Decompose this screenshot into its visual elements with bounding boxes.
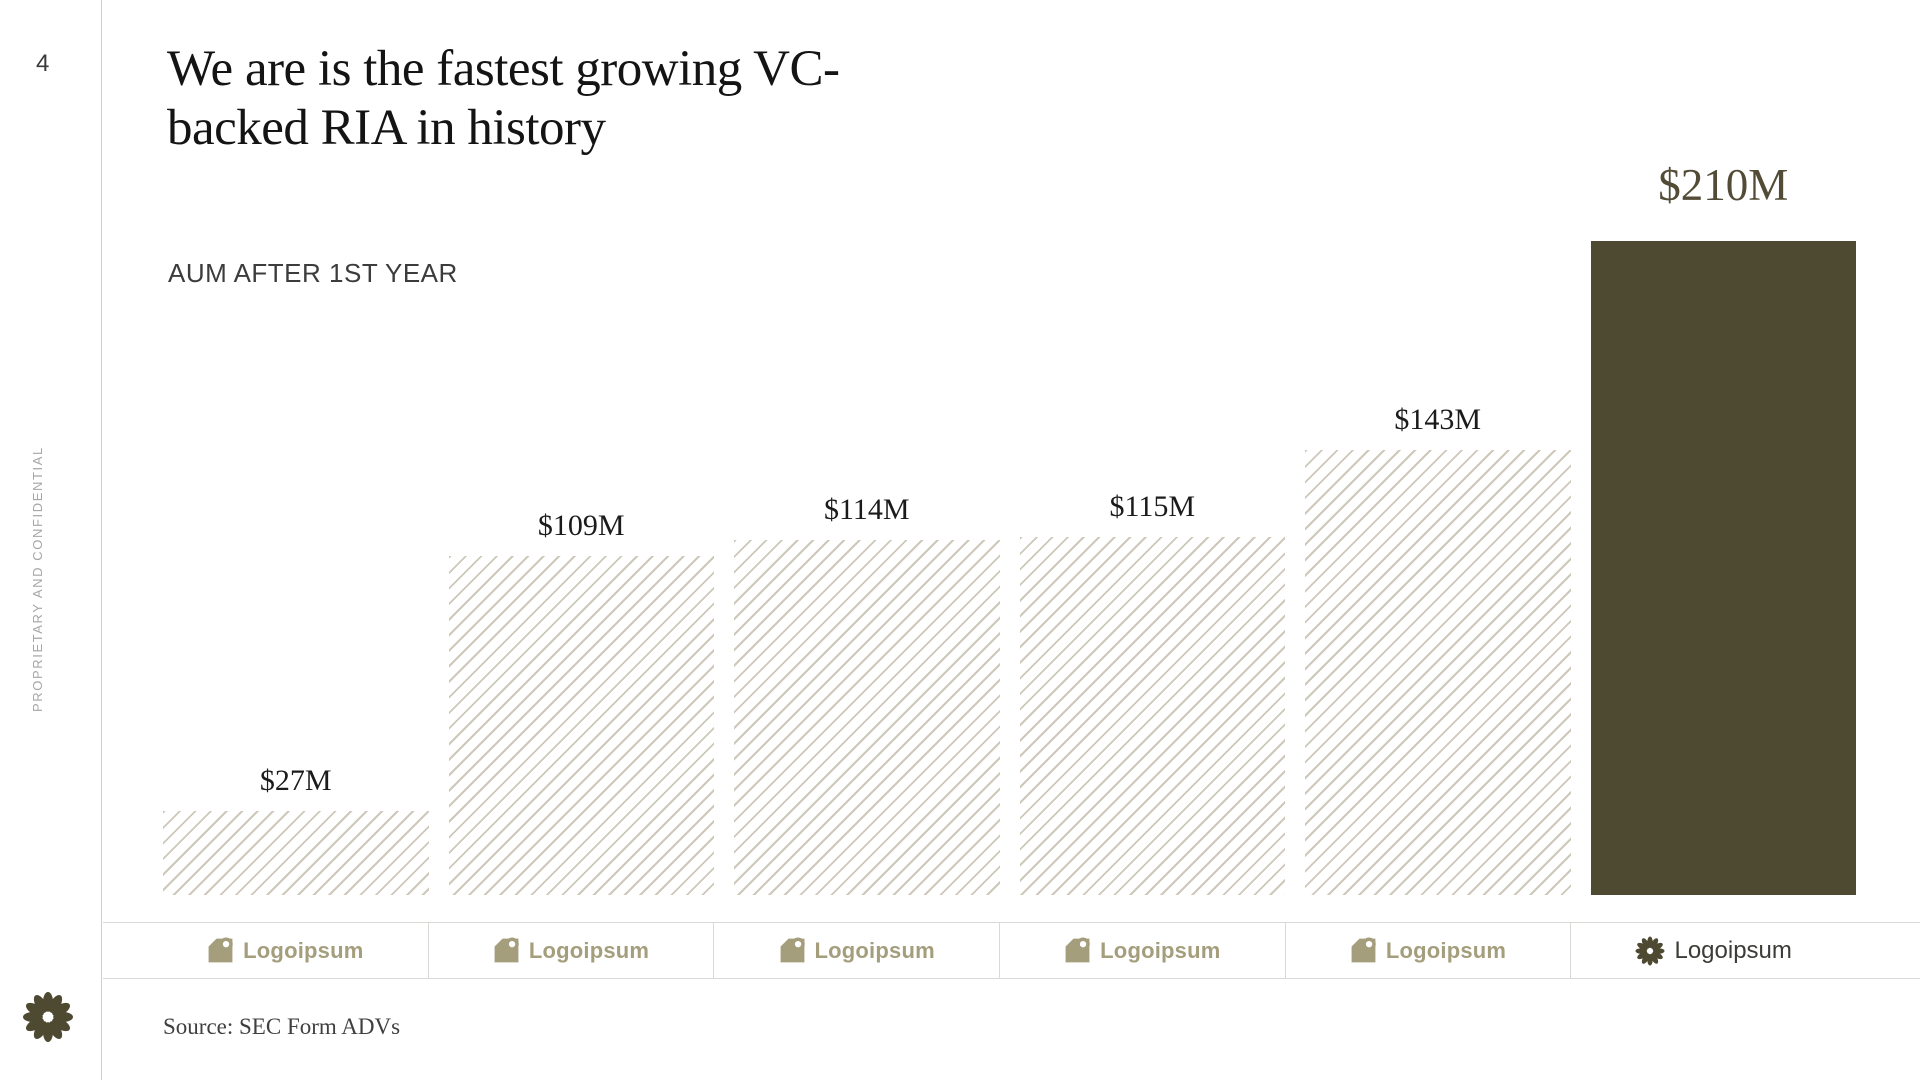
- logo-label: Logoipsum: [1674, 936, 1792, 964]
- bar: [734, 540, 1000, 895]
- chart-column: $143M: [1285, 403, 1571, 895]
- bar-value-label: $115M: [1109, 490, 1196, 523]
- logo-label: Logoipsum: [528, 937, 650, 963]
- logoipsum-flower-icon: [1635, 935, 1666, 966]
- bar: [1019, 537, 1285, 895]
- chart-column: $109M: [429, 509, 714, 895]
- logoipsum-marker-icon: [779, 937, 806, 964]
- logo-label: Logoipsum: [1385, 937, 1507, 963]
- source-note: Source: SEC Form ADVs: [163, 1014, 401, 1039]
- chart-column: $115M: [1000, 490, 1285, 895]
- logo-cell: Logoipsum: [143, 923, 428, 978]
- bar: [163, 811, 429, 895]
- bar-chart: $27M $109M $114M $115M $143M $210M: [143, 150, 1856, 895]
- bar-value-label: $210M: [1658, 160, 1789, 210]
- bar-highlighted: [1590, 241, 1856, 895]
- strip-left-spacer: [103, 923, 143, 978]
- logo-cell: Logoipsum: [1284, 923, 1571, 978]
- chart-column: $210M: [1571, 159, 1856, 895]
- logoipsum-marker-icon: [1350, 937, 1377, 964]
- strip-right-spacer: [1856, 923, 1920, 978]
- logo-strip: Logoipsum Logoipsum Logoipsum Logoipsum Logo…: [103, 922, 1920, 979]
- bar: [1305, 450, 1571, 895]
- logoipsum-marker-icon: [493, 937, 520, 964]
- logo-label: Logoipsum: [243, 937, 364, 963]
- logo-cell: Logoipsum: [713, 923, 999, 978]
- bar-value-label: $143M: [1394, 403, 1482, 436]
- logo-label: Logoipsum: [1100, 937, 1221, 963]
- left-divider-line: [101, 0, 102, 1080]
- logo-cell-highlighted: Logoipsum: [1570, 923, 1856, 978]
- logo-label: Logoipsum: [814, 937, 935, 963]
- slide-title: We are is the fastest growing VC-backed …: [167, 41, 840, 157]
- bar-wrapper: $109M: [448, 509, 714, 895]
- chart-column: $27M: [143, 764, 429, 895]
- logo-cell: Logoipsum: [999, 923, 1285, 978]
- bar-wrapper: $143M: [1305, 403, 1571, 895]
- bar-value-label: $114M: [823, 493, 910, 526]
- confidential-vertical-label: PROPRIETARY AND CONFIDENTIAL: [30, 446, 45, 712]
- bar-wrapper: $115M: [1019, 490, 1285, 895]
- chart-column: $114M: [714, 493, 1000, 895]
- bar-wrapper: $27M: [163, 764, 429, 895]
- bar: [448, 556, 714, 895]
- bar-value-label: $27M: [259, 764, 332, 797]
- logo-cell: Logoipsum: [427, 923, 714, 978]
- page-number: 4: [36, 50, 50, 77]
- bar-value-label: $109M: [537, 509, 625, 542]
- bar-wrapper: $114M: [734, 493, 1000, 895]
- logoipsum-marker-icon: [1064, 937, 1091, 964]
- logoipsum-marker-icon: [207, 937, 234, 964]
- company-logo-flower-icon: [23, 992, 73, 1042]
- bar-wrapper: $210M: [1590, 159, 1856, 895]
- chart-subtitle: AUM AFTER 1ST YEAR: [168, 258, 458, 288]
